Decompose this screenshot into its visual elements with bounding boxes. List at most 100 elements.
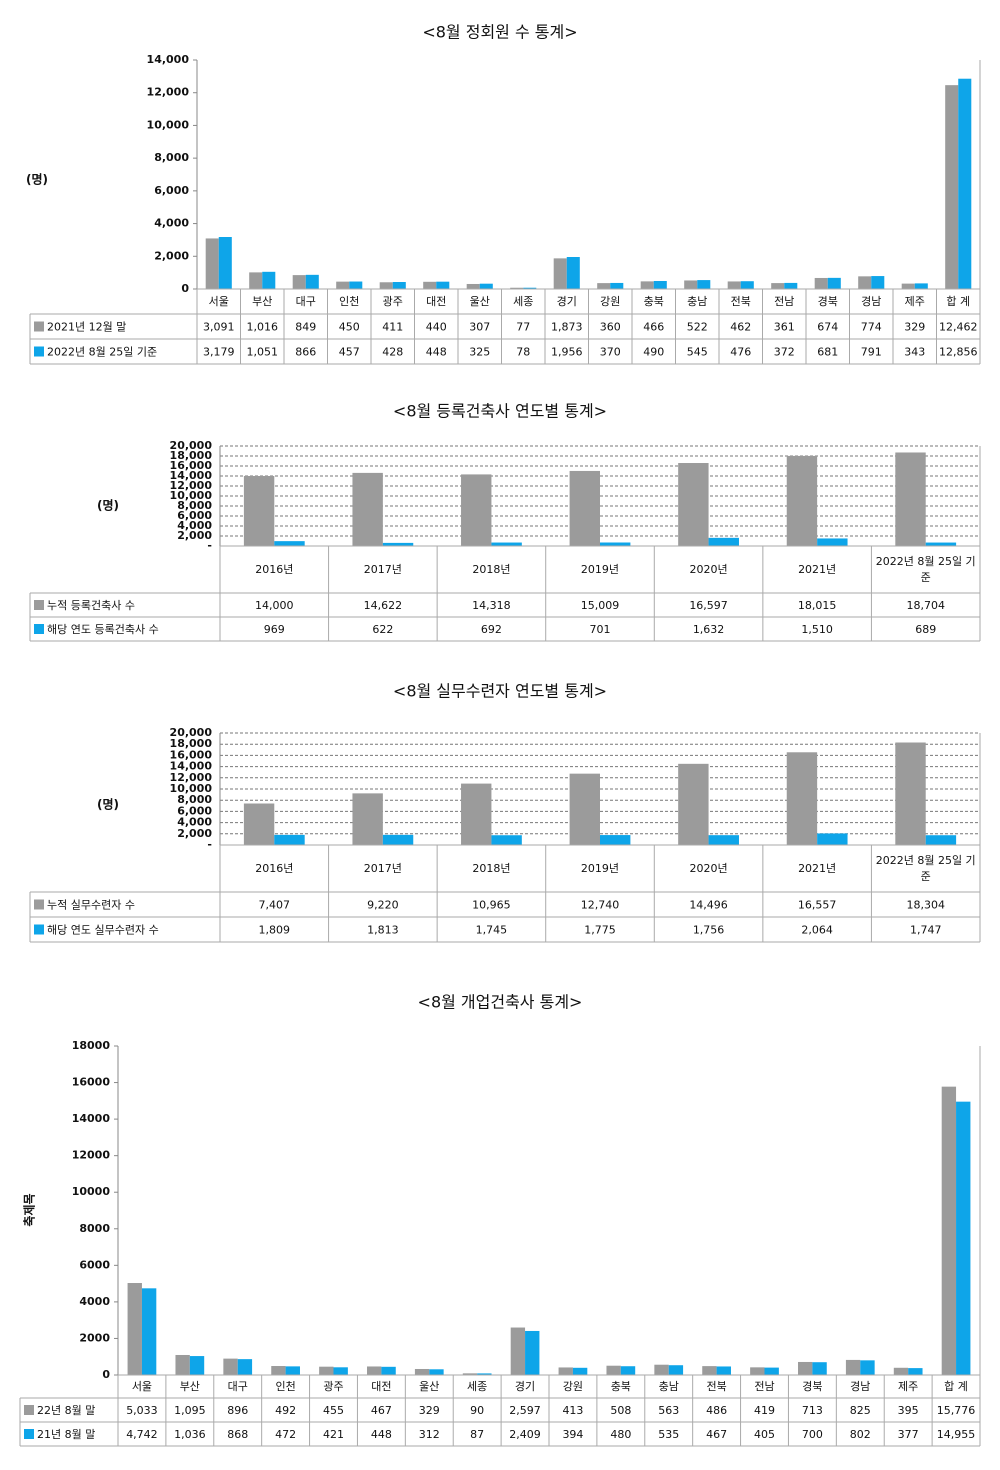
bar (812, 1362, 827, 1375)
category-label: 부산 (252, 294, 273, 308)
bar (262, 271, 276, 289)
bar (600, 835, 631, 845)
bar (189, 1356, 205, 1375)
legend-swatch (24, 1405, 34, 1415)
legend-swatch (34, 899, 44, 910)
y-tick-label: 10,000 (170, 782, 213, 795)
bar (292, 275, 306, 289)
value-label: 476 (730, 346, 751, 359)
value-label: 692 (481, 623, 502, 636)
bar (491, 542, 522, 546)
y-tick-label: 4,000 (177, 816, 212, 829)
bar (895, 452, 926, 546)
value-label: 360 (600, 321, 621, 334)
category-label: 경북 (817, 294, 838, 308)
value-label: 395 (898, 1404, 919, 1417)
chart-title: <8월 개업건축사 통계> (418, 993, 583, 1012)
legend-swatch (34, 624, 44, 634)
category-label-box: 충남 (687, 295, 707, 308)
y-tick-label: 4000 (79, 1295, 110, 1308)
y-tick-label: 6,000 (177, 804, 212, 817)
y-tick-label: 18,000 (170, 449, 213, 462)
y-tick-label: 12,000 (147, 86, 190, 99)
value-label: 450 (339, 321, 360, 334)
value-label: 411 (382, 321, 403, 334)
category-label: 2020년 (689, 562, 728, 576)
category-label: 2018년 (472, 861, 511, 875)
bar (654, 1364, 669, 1375)
value-label: 12,856 (939, 346, 978, 359)
y-tick-label: 12000 (72, 1149, 111, 1162)
bar (382, 834, 414, 845)
value-label: 16,557 (798, 899, 837, 912)
bar (336, 281, 350, 289)
category-label-box: 대전 (371, 1380, 391, 1393)
bar (786, 455, 818, 546)
legend-label: 21년 8월 말 (37, 1428, 95, 1441)
value-label: 3,091 (203, 321, 235, 334)
category-label: 경북 (802, 1379, 823, 1393)
category-label-box: 세종 (513, 294, 534, 308)
value-label: 1,756 (693, 924, 725, 937)
y-tick-label: 4,000 (154, 217, 189, 230)
category-label: 2020년 (689, 861, 728, 875)
bar (558, 1367, 573, 1375)
category-label-box: 합 계 (944, 1380, 968, 1393)
bar (423, 281, 437, 289)
category-label: 합 계 (946, 294, 971, 308)
category-label: 2016년 (255, 861, 294, 875)
bar (510, 287, 524, 289)
bar (958, 78, 972, 289)
value-label: 701 (590, 623, 611, 636)
value-label: 1,036 (174, 1428, 206, 1441)
category-label-box: 2021년 (798, 562, 837, 576)
category-label-box: 2021년 (798, 862, 836, 875)
bar (553, 258, 567, 289)
value-label: 18,704 (906, 599, 945, 612)
category-label-box: 대전 (426, 295, 446, 308)
bar (249, 272, 263, 289)
bar (349, 281, 363, 289)
chart-title: <8월 실무수련자 연도별 통계> (393, 682, 607, 701)
y-tick-label: 10,000 (147, 118, 190, 131)
y-tick-label: 8,000 (177, 793, 212, 806)
value-label: 674 (817, 321, 838, 334)
y-tick-label: - (207, 838, 212, 851)
category-label-box: 부산 (252, 294, 273, 308)
bar (941, 1086, 957, 1375)
bar (708, 835, 739, 845)
category-label: 울산 (419, 1379, 440, 1393)
y-tick-label: 14,000 (147, 53, 190, 66)
y-tick-label: 2,000 (177, 529, 212, 542)
value-label: 16,597 (689, 599, 728, 612)
y-axis-label: (명) (26, 173, 48, 187)
category-label: 전북 (706, 1379, 727, 1393)
value-label: 12,740 (581, 899, 620, 912)
y-tick-label: 2,000 (154, 249, 189, 262)
value-label: 419 (754, 1404, 775, 1417)
legend-swatch (34, 321, 44, 332)
category-label: 경기 (556, 294, 577, 308)
category-label: 충북 (643, 294, 664, 308)
bar (414, 1368, 430, 1375)
value-label: 1,632 (693, 623, 725, 636)
category-label: 2022년 8월 25일 기준 (875, 854, 976, 883)
bar (461, 474, 492, 546)
category-label: 광주 (382, 294, 403, 308)
value-label: 681 (817, 346, 838, 359)
value-label: 467 (706, 1428, 727, 1441)
value-label: 7,407 (259, 899, 291, 912)
y-tick-label: 14,000 (170, 760, 213, 773)
category-label: 2021년 (798, 562, 837, 576)
category-label: 부산 (179, 1379, 200, 1393)
value-label: 849 (295, 321, 316, 334)
category-label-box: 2019년 (581, 563, 619, 576)
value-label: 440 (426, 321, 447, 334)
legend-label: 누적 실무수련자 수 (47, 899, 135, 912)
value-label: 868 (227, 1428, 248, 1441)
bar (640, 281, 654, 289)
category-label: 세종 (513, 294, 534, 308)
bar (716, 1366, 731, 1375)
y-tick-label: 6,000 (154, 184, 189, 197)
